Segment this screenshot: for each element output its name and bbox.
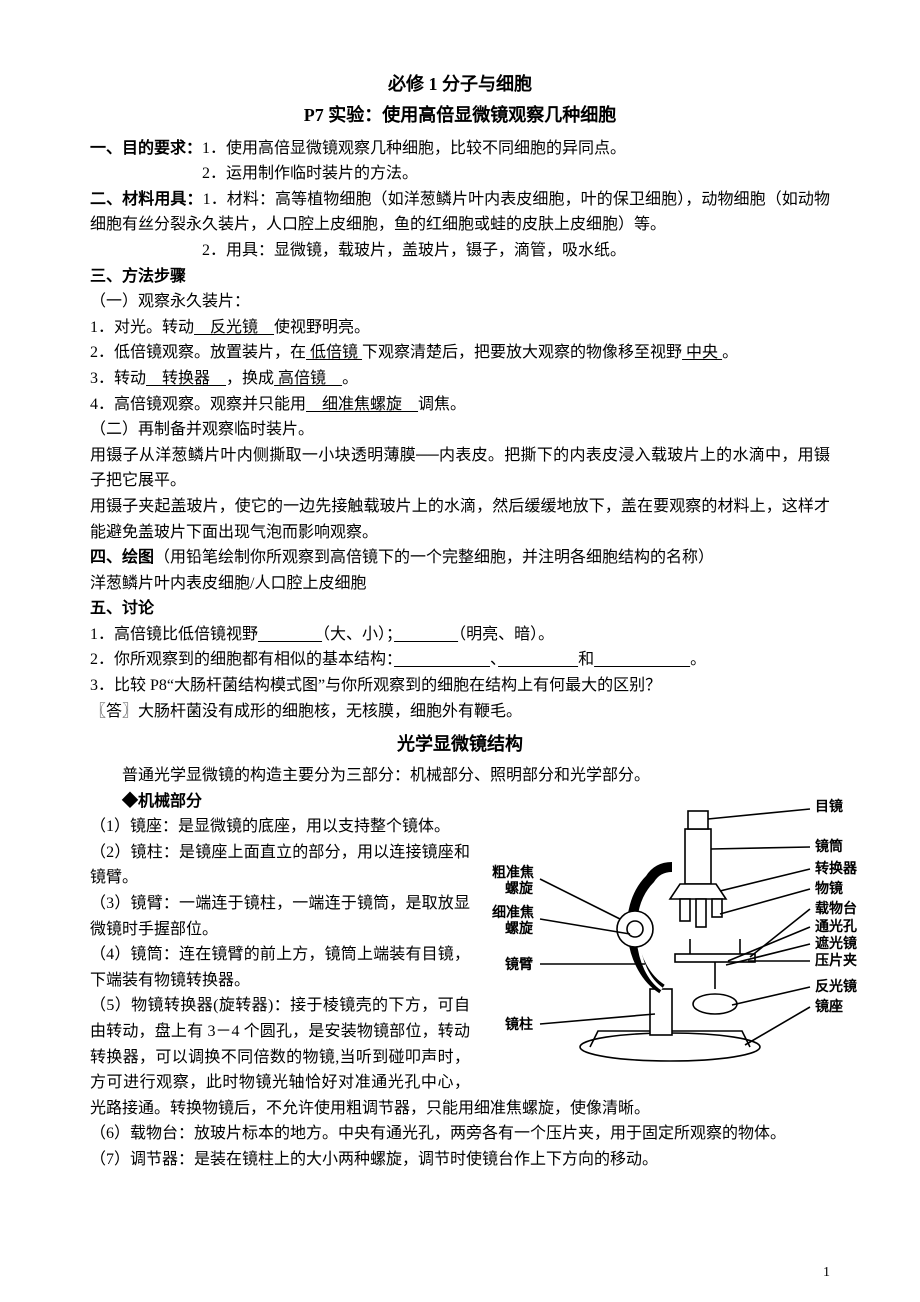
microscope-diagram: 目镜 镜筒 转换器 物镜 载物台 通光孔 遮光镜 压片夹 反光镜 镜座 粗准焦 … [480, 789, 860, 1088]
q2b1 [394, 651, 490, 668]
lbl-luoxuan2: 螺旋 [505, 920, 534, 937]
sec1-label: 一、目的要求： [90, 140, 202, 157]
sec4-text: （用铅笔绘制你所观察到高倍镜下的一个完整细胞，并注明各细胞结构的名称） [154, 549, 714, 566]
lbl-xizhunjiao: 细准焦 [492, 904, 534, 921]
s4b: 调焦。 [418, 396, 466, 413]
lbl-yapianjia: 压片夹 [815, 952, 857, 969]
lbl-zheguangjing: 遮光镜 [815, 935, 857, 952]
s3a: 3．转动 [90, 370, 146, 387]
q2b2 [498, 651, 578, 668]
q2end: 。 [690, 651, 706, 668]
lbl-jingbi: 镜臂 [505, 956, 533, 973]
sec3-s1: 1．对光。转动 反光镜 使视野明亮。 [90, 315, 830, 341]
sec3-s3: 3．转动 转换器 ，换成 高倍镜 。 [90, 366, 830, 392]
lbl-jingzhu: 镜柱 [505, 1016, 533, 1033]
lbl-jingtong: 镜筒 [815, 838, 843, 855]
q1b: （大、小）； [322, 626, 394, 643]
sec3-s2: 2．低倍镜观察。放置装片，在 低倍镜 下观察清楚后，把要放大观察的物像移至视野 … [90, 340, 830, 366]
optics-intro: 普通光学显微镜的构造主要分为三部分：机械部分、照明部分和光学部分。 [90, 763, 830, 789]
s2a: 2．低倍镜观察。放置装片，在 [90, 344, 306, 361]
q1blank [258, 626, 322, 643]
s3fill2: 高倍镜 [274, 370, 342, 387]
s4a: 4．高倍镜观察。观察并只能用 [90, 396, 306, 413]
sec5-ans: 〖答〗大肠杆菌没有成形的细胞核，无核膜，细胞外有鞭毛。 [90, 699, 830, 725]
sec3-label: 三、方法步骤 [90, 264, 830, 290]
s1fill: 反光镜 [194, 319, 274, 336]
s3b: ，换成 [226, 370, 274, 387]
sec3-sub2: （二）再制备并观察临时装片。 [90, 417, 830, 443]
lbl-wujing: 物镜 [815, 880, 843, 897]
sec3-p1: 用镊子从洋葱鳞片叶内侧撕取一小块透明薄膜──内表皮。把撕下的内表皮浸入载玻片上的… [90, 443, 830, 494]
q2b3 [594, 651, 690, 668]
lbl-tongguangkong: 通光孔 [815, 918, 857, 935]
s2fill1: 低倍镜 [306, 344, 362, 361]
lbl-luoxuan1: 螺旋 [505, 880, 534, 897]
s2c: 。 [722, 344, 738, 361]
sec4-line2: 洋葱鳞片叶内表皮细胞/人口腔上皮细胞 [90, 571, 830, 597]
sec3-p2: 用镊子夹起盖玻片，使它的一边先接触载玻片上的水滴，然后缓缓地放下，盖在要观察的材… [90, 494, 830, 545]
title-line-2: P7 实验：使用高倍显微镜观察几种细胞 [90, 101, 830, 130]
sec5-q2: 2．你所观察到的细胞都有相似的基本结构： 、 和 。 [90, 647, 830, 673]
lbl-cuzhunjiao: 粗准焦 [492, 864, 534, 881]
s2fill2: 中央 [682, 344, 722, 361]
sec4-label: 四、绘图 [90, 549, 154, 566]
sec5-label: 五、讨论 [90, 596, 830, 622]
sec2-label: 二、材料用具： [90, 191, 203, 208]
q1c: （明亮、暗）。 [458, 626, 554, 643]
sec4-line: 四、绘图（用铅笔绘制你所观察到高倍镜下的一个完整细胞，并注明各细胞结构的名称） [90, 545, 830, 571]
sec1-item1: 1．使用高倍显微镜观察几种细胞，比较不同细胞的异同点。 [202, 140, 626, 157]
optics-p7: （7）调节器：是装在镜柱上的大小两种螺旋，调节时使镜台作上下方向的移动。 [90, 1147, 830, 1173]
optics-title: 光学显微镜结构 [90, 730, 830, 759]
s3fill1: 转换器 [146, 370, 226, 387]
sec2-block: 二、材料用具：1．材料：高等植物细胞（如洋葱鳞片叶内表皮细胞，叶的保卫细胞），动… [90, 187, 830, 238]
q1blank2 [394, 626, 458, 643]
s1a: 1．对光。转动 [90, 319, 194, 336]
sec5-q1: 1．高倍镜比低倍镜视野 （大、小）； （明亮、暗）。 [90, 622, 830, 648]
lbl-fanguangjing: 反光镜 [815, 978, 857, 995]
sec3-label-text: 三、方法步骤 [90, 268, 186, 285]
q1a: 1．高倍镜比低倍镜视野 [90, 626, 258, 643]
s1b: 使视野明亮。 [274, 319, 370, 336]
mech-head-text: ◆机械部分 [122, 793, 202, 810]
title-line-1: 必修 1 分子与细胞 [90, 70, 830, 99]
sec5-q3: 3．比较 P8“大肠杆菌结构模式图”与你所观察到的细胞在结构上有何最大的区别？ [90, 673, 830, 699]
s3c: 。 [342, 370, 358, 387]
q2a: 2．你所观察到的细胞都有相似的基本结构： [90, 651, 394, 668]
lbl-zaiwutai: 载物台 [815, 900, 857, 917]
lbl-jingzuo: 镜座 [815, 998, 843, 1015]
lbl-zhuanhuanqi: 转换器 [815, 860, 858, 877]
sec5-label-text: 五、讨论 [90, 600, 154, 617]
optics-p6: （6）载物台：放玻片标本的地方。中央有通光孔，两旁各有一个压片夹，用于固定所观察… [90, 1121, 830, 1147]
s2b: 下观察清楚后，把要放大观察的物像移至视野 [362, 344, 682, 361]
q2s1: 、 [490, 651, 498, 668]
sec3-sub1: （一）观察永久装片： [90, 289, 830, 315]
sec3-s4: 4．高倍镜观察。观察并只能用 细准焦螺旋 调焦。 [90, 392, 830, 418]
s4fill: 细准焦螺旋 [306, 396, 418, 413]
sec1-line2: 2．运用制作临时装片的方法。 [90, 161, 830, 187]
page-number: 1 [823, 1262, 830, 1284]
lbl-mujing: 目镜 [815, 798, 843, 815]
q2s2: 和 [578, 651, 594, 668]
sec2-line2: 2．用具：显微镜，载玻片，盖玻片，镊子，滴管，吸水纸。 [90, 238, 830, 264]
sec1-line1: 一、目的要求：1．使用高倍显微镜观察几种细胞，比较不同细胞的异同点。 [90, 136, 830, 162]
